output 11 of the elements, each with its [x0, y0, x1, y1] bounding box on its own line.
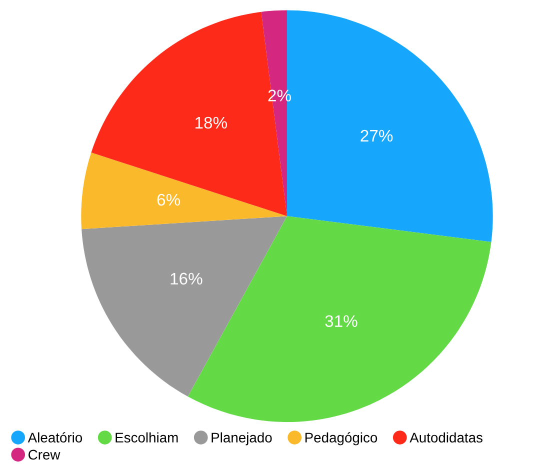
legend-label: Autodidatas — [410, 432, 482, 443]
data-label: 6% — [157, 194, 180, 206]
data-label: 16% — [170, 272, 202, 285]
legend-label: Pedagógico — [305, 432, 378, 446]
data-label: 18% — [195, 116, 227, 129]
data-label: 31% — [325, 315, 358, 328]
data-label: 27% — [360, 130, 393, 142]
legend-label: Aleatório — [28, 432, 82, 443]
legend-label: Planejado — [212, 432, 272, 446]
legend-label: Escolhiam — [116, 432, 178, 443]
legend-label: Crew — [28, 450, 60, 460]
